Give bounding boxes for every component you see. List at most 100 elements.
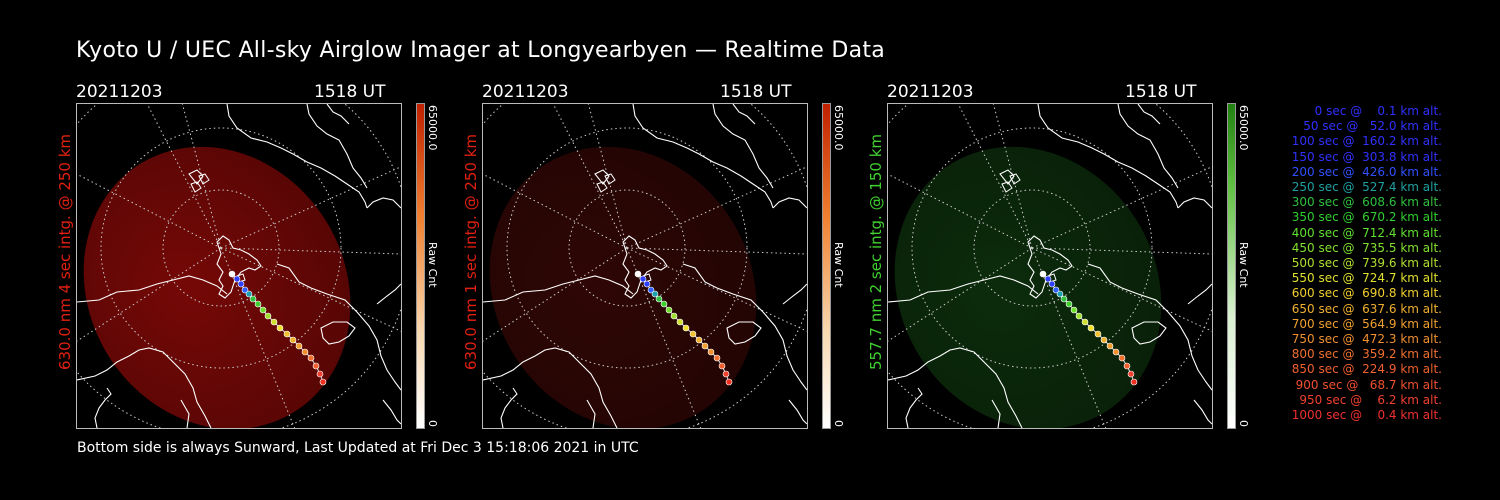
- trajectory-point: [241, 286, 249, 294]
- trajectory-point: [249, 295, 257, 303]
- legend-entry: 450 sec @ 735.5 km alt.: [1291, 240, 1442, 255]
- trajectory-point: [233, 275, 241, 283]
- legend-entry: 600 sec @ 690.8 km alt.: [1291, 286, 1442, 301]
- trajectory-point: [1123, 362, 1131, 370]
- trajectory-point: [1044, 275, 1052, 283]
- trajectory-point: [695, 336, 703, 344]
- trajectory-point: [307, 354, 315, 362]
- legend-entry: 900 sec @ 68.7 km alt.: [1295, 377, 1442, 392]
- airglow-emission: [83, 146, 351, 428]
- panel-2-side-label: 630.0 nm 1 sec intg. @ 250 km: [462, 133, 480, 370]
- trajectory-point: [1106, 342, 1114, 350]
- trajectory-point: [651, 290, 659, 298]
- panel-3-colorbar-unit: Raw Cnt: [1237, 242, 1250, 288]
- legend-entry: 150 sec @ 303.8 km alt.: [1291, 149, 1442, 164]
- panel-3-time: 1518 UT: [1125, 82, 1197, 102]
- panel-2-colorbar-min: 0: [832, 420, 845, 427]
- legend-entry: 200 sec @ 426.0 km alt.: [1291, 164, 1442, 179]
- footer-status: Bottom side is always Sunward, Last Upda…: [77, 440, 639, 456]
- page-title: Kyoto U / UEC All-sky Airglow Imager at …: [76, 38, 886, 63]
- panel-2-map: [482, 103, 808, 429]
- panel-3-map: [887, 103, 1213, 429]
- legend-entry: 550 sec @ 724.7 km alt.: [1291, 271, 1442, 286]
- panel-1-map-svg: [77, 104, 401, 428]
- legend-entry: 750 sec @ 472.3 km alt.: [1291, 332, 1442, 347]
- panel-1-map: [76, 103, 402, 429]
- trajectory-point: [713, 354, 721, 362]
- trajectory-point: [707, 348, 715, 356]
- trajectory-point: [665, 306, 673, 314]
- trajectory-point: [676, 318, 684, 326]
- legend-entry: 0 sec @ 0.1 km alt.: [1307, 104, 1442, 118]
- trajectory-point: [660, 300, 668, 308]
- trajectory-point: [1075, 312, 1083, 320]
- trajectory-point: [1052, 286, 1060, 294]
- trajectory-point: [639, 275, 647, 283]
- trajectory-point: [270, 318, 278, 326]
- trajectory-point: [319, 378, 327, 386]
- trajectory-point: [1039, 270, 1047, 278]
- legend-entry: 800 sec @ 359.2 km alt.: [1291, 347, 1442, 362]
- trajectory-point: [283, 330, 291, 338]
- legend-entry: 350 sec @ 670.2 km alt.: [1291, 210, 1442, 225]
- trajectory-point: [655, 295, 663, 303]
- panel-1-colorbar-min: 0: [426, 420, 439, 427]
- trajectory-point: [689, 330, 697, 338]
- trajectory-legend: 0 sec @ 0.1 km alt. 50 sec @ 52.0 km alt…: [1292, 104, 1442, 423]
- trajectory-point: [254, 300, 262, 308]
- panel-1-colorbar-max: 65000.0: [426, 105, 439, 151]
- trajectory-point: [1081, 318, 1089, 326]
- trajectory-point: [634, 270, 642, 278]
- legend-entry: 1000 sec @ 0.4 km alt.: [1291, 408, 1442, 423]
- panel-2-time: 1518 UT: [720, 82, 792, 102]
- trajectory-point: [1048, 280, 1056, 288]
- legend-entry: 50 sec @ 52.0 km alt.: [1299, 119, 1442, 134]
- trajectory-point: [670, 312, 678, 320]
- trajectory-point: [718, 362, 726, 370]
- panel-3-side-label: 557.7 nm 2 sec intg. @ 150 km: [867, 133, 885, 370]
- trajectory-point: [301, 348, 309, 356]
- panel-2-colorbar-unit: Raw Cnt: [832, 242, 845, 288]
- trajectory-point: [1087, 324, 1095, 332]
- panel-3-map-svg: [888, 104, 1212, 428]
- legend-entry: 500 sec @ 739.6 km alt.: [1291, 256, 1442, 271]
- trajectory-point: [316, 370, 324, 378]
- trajectory-point: [722, 370, 730, 378]
- trajectory-point: [1100, 336, 1108, 344]
- legend-entry: 400 sec @ 712.4 km alt.: [1291, 225, 1442, 240]
- panel-1-colorbar: [416, 103, 425, 429]
- legend-entry: 100 sec @ 160.2 km alt.: [1291, 134, 1442, 149]
- trajectory-point: [1118, 354, 1126, 362]
- trajectory-point: [1130, 378, 1138, 386]
- trajectory-point: [643, 280, 651, 288]
- panel-1-colorbar-unit: Raw Cnt: [426, 242, 439, 288]
- airglow-emission: [894, 146, 1162, 428]
- trajectory-point: [1094, 330, 1102, 338]
- legend-entry: 300 sec @ 608.6 km alt.: [1291, 195, 1442, 210]
- trajectory-point: [289, 336, 297, 344]
- trajectory-point: [1112, 348, 1120, 356]
- panel-3-colorbar-min: 0: [1237, 420, 1250, 427]
- airglow-emission: [489, 146, 757, 428]
- panel-1-date: 20211203: [76, 82, 163, 102]
- trajectory-point: [295, 342, 303, 350]
- legend-entry: 950 sec @ 6.2 km alt.: [1299, 392, 1442, 407]
- trajectory-point: [701, 342, 709, 350]
- panel-3-date: 20211203: [887, 82, 974, 102]
- trajectory-point: [1060, 295, 1068, 303]
- panel-1-time: 1518 UT: [314, 82, 386, 102]
- trajectory-point: [276, 324, 284, 332]
- panel-2-map-svg: [483, 104, 807, 428]
- trajectory-point: [259, 306, 267, 314]
- trajectory-point: [647, 286, 655, 294]
- legend-entry: 850 sec @ 224.9 km alt.: [1291, 362, 1442, 377]
- trajectory-point: [682, 324, 690, 332]
- trajectory-point: [237, 280, 245, 288]
- trajectory-point: [1056, 290, 1064, 298]
- panel-3-colorbar-max: 65000.0: [1237, 105, 1250, 151]
- trajectory-point: [264, 312, 272, 320]
- panel-2-colorbar-max: 65000.0: [832, 105, 845, 151]
- trajectory-point: [312, 362, 320, 370]
- trajectory-point: [245, 290, 253, 298]
- panel-3-colorbar: [1227, 103, 1236, 429]
